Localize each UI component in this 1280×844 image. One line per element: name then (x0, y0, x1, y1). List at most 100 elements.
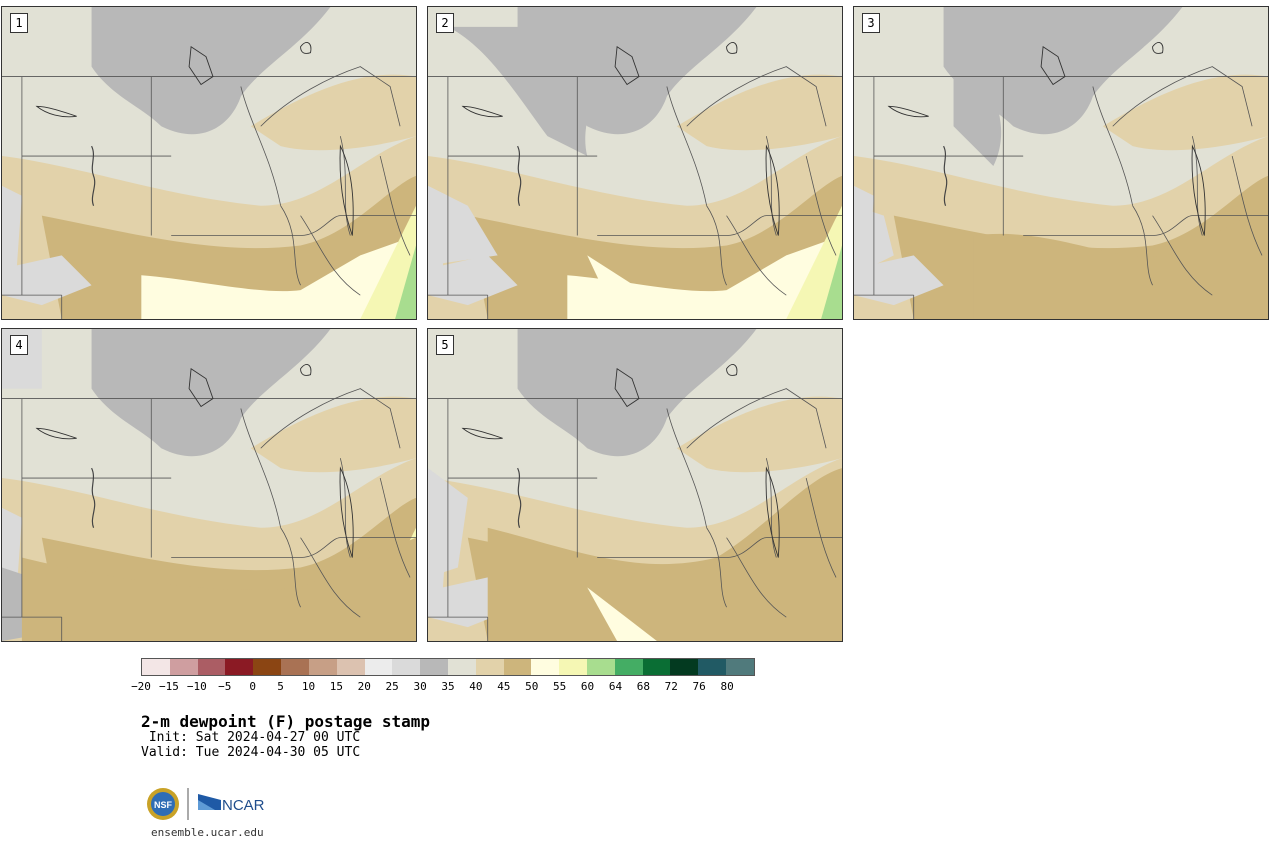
colorbar-tick-label: 45 (497, 680, 511, 693)
state-border (706, 527, 727, 608)
colorbar-tick-label: 55 (553, 680, 567, 693)
colorbar-swatch (614, 659, 643, 675)
dewpoint-region (428, 185, 518, 306)
colorbar-tick-label: 35 (441, 680, 455, 693)
colorbar-tick-label: 80 (720, 680, 734, 693)
colorbar-tick-label: 5 (277, 680, 284, 693)
colorbar-tick-label: 15 (329, 680, 343, 693)
state-border (339, 136, 351, 236)
state-border (1132, 205, 1153, 286)
lake-outline (726, 364, 738, 376)
state-border (171, 537, 416, 558)
state-border (597, 537, 842, 558)
dewpoint-region (21, 537, 416, 641)
state-border (686, 388, 827, 449)
state-border (280, 527, 301, 608)
state-border (260, 388, 401, 449)
dewpoint-map (428, 329, 842, 641)
svg-text:NCAR: NCAR (222, 797, 265, 814)
dewpoint-region (676, 396, 842, 473)
colorbar-ticks: −20 −15 −10 −5 0 5 10 15 20 25 30 35 40 45 50 55 60 64 68 7… (131, 680, 755, 696)
dewpoint-map (2, 7, 416, 319)
lake-outline (726, 42, 738, 54)
lake-outline (300, 42, 312, 54)
state-border (240, 408, 282, 528)
colorbar-tick-label: 0 (249, 680, 256, 693)
colorbar-swatch (142, 659, 170, 675)
state-border (379, 155, 411, 256)
state-border (171, 215, 416, 236)
lake-outline (300, 364, 312, 376)
colorbar-swatch (169, 659, 198, 675)
dewpoint-map (854, 7, 1268, 319)
state-border (726, 215, 787, 296)
colorbar-swatch (503, 659, 532, 675)
colorbar-tick-label: 76 (692, 680, 706, 693)
state-border (706, 205, 727, 286)
dewpoint-region (487, 468, 842, 641)
colorbar (141, 658, 755, 676)
colorbar-swatch (308, 659, 337, 675)
colorbar-swatch (587, 659, 615, 675)
dewpoint-region (428, 185, 498, 266)
state-border (686, 66, 827, 127)
state-border (805, 477, 837, 578)
dewpoint-map (428, 7, 842, 319)
lake-outline (461, 427, 503, 440)
colorbar-tick-label: 20 (357, 680, 371, 693)
map-panel-2: 2 (427, 6, 843, 320)
state-border (597, 215, 842, 236)
state-border (339, 458, 351, 558)
river-line (91, 145, 96, 206)
state-border (300, 215, 361, 296)
lake-outline (887, 105, 929, 118)
colorbar-tick-label: 60 (580, 680, 595, 693)
river-line (517, 467, 522, 528)
state-border (1112, 66, 1253, 127)
panel-number: 3 (862, 13, 880, 33)
colorbar-tick-label: 40 (469, 680, 483, 693)
dewpoint-region (1102, 74, 1268, 151)
colorbar-tick-label: −5 (218, 680, 232, 693)
colorbar-tick-label: 30 (413, 680, 427, 693)
state-border (726, 537, 787, 618)
state-border (666, 86, 708, 206)
panel-number: 1 (10, 13, 28, 33)
colorbar-swatch (392, 659, 421, 675)
colorbar-swatch (197, 659, 226, 675)
colorbar-tick-label: −20 (131, 680, 151, 693)
lake-outline (1040, 45, 1066, 86)
lake-outline (339, 466, 354, 558)
colorbar-swatch (253, 659, 282, 675)
colorbar-tick-label: 10 (301, 680, 316, 693)
panel-number: 2 (436, 13, 454, 33)
colorbar-swatch (225, 659, 254, 675)
colorbar-swatch (475, 659, 504, 675)
svg-text:NSF: NSF (154, 800, 173, 810)
lake-outline (339, 144, 354, 236)
plot-title: 2-m dewpoint (F) postage stamp (141, 712, 430, 731)
state-border (765, 136, 777, 236)
panel-number: 5 (436, 335, 454, 355)
colorbar-tick-label: 25 (385, 680, 399, 693)
dewpoint-region (250, 396, 416, 473)
dewpoint-region (447, 26, 628, 157)
state-border (805, 155, 837, 256)
state-border (1023, 215, 1268, 236)
state-border (666, 408, 708, 528)
dewpoint-region (854, 185, 944, 306)
state-border (240, 86, 282, 206)
colorbar-swatch (559, 659, 587, 675)
colorbar-swatch (364, 659, 393, 675)
lake-outline (614, 367, 640, 408)
lake-outline (614, 45, 640, 86)
dewpoint-region (2, 185, 92, 306)
colorbar-swatch (670, 659, 699, 675)
lake-outline (461, 105, 503, 118)
colorbar-swatch (281, 659, 309, 675)
dewpoint-map (2, 329, 416, 641)
valid-time: Valid: Tue 2024-04-30 05 UTC (141, 745, 361, 760)
state-border (1231, 155, 1263, 256)
dewpoint-region (973, 205, 1268, 319)
river-line (943, 145, 948, 206)
